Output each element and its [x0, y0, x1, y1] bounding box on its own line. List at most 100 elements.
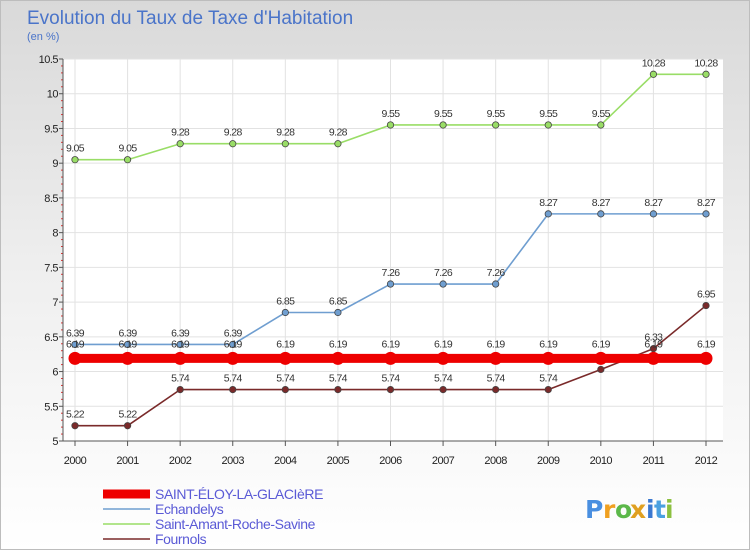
data-label: 6.33 — [644, 332, 663, 344]
logo-letter: t — [654, 495, 666, 524]
data-label: 9.55 — [381, 108, 400, 120]
data-point — [649, 345, 658, 353]
data-label: 7.26 — [434, 267, 453, 279]
data-label: 6.85 — [329, 296, 348, 308]
data-label: 6.19 — [66, 338, 85, 350]
data-point — [492, 386, 500, 394]
data-point — [176, 386, 184, 394]
data-point — [281, 386, 289, 394]
data-point — [123, 156, 132, 164]
data-point — [489, 351, 503, 365]
data-label: 6.19 — [276, 338, 295, 350]
data-label: 8.27 — [592, 197, 611, 209]
data-point — [702, 210, 710, 218]
x-tick-label: 2001 — [116, 455, 139, 467]
data-point — [702, 70, 710, 78]
y-tick-label: 5.5 — [44, 401, 58, 413]
logo-letter: i — [646, 495, 655, 524]
x-tick-label: 2002 — [169, 455, 192, 467]
data-point — [384, 351, 397, 365]
data-point — [121, 351, 135, 365]
data-label: 9.55 — [539, 108, 558, 120]
data-label: 7.26 — [381, 267, 400, 279]
plot-area: 5 5.5 6 6.5 7 7.5 8 8.5 9 9.5 10 10.5 2000 2001 2002 20… — [39, 54, 723, 467]
legend-label: Fournols — [155, 531, 207, 547]
data-label: 5.74 — [381, 373, 400, 385]
data-label: 6.19 — [329, 338, 348, 350]
y-tick-label: 10.5 — [39, 54, 59, 66]
data-point — [597, 121, 605, 129]
logo-letter: o — [615, 495, 632, 524]
data-point — [702, 301, 710, 310]
data-label: 5.74 — [276, 373, 295, 385]
series-2: 9.05 9.05 9.28 9.28 9.28 9.28 9.55 9.55 9.55 9.55… — [66, 57, 719, 164]
series-0: 6.19 6.19 6.19 6.19 6.19 6.19 6.19 6.19 6.19 6.19… — [66, 338, 716, 365]
data-label: 7.26 — [487, 267, 506, 279]
y-tick-label: 10 — [47, 89, 59, 101]
x-tick-label: 2003 — [222, 455, 245, 467]
y-tick-label: 9.5 — [44, 123, 58, 135]
logo-letter: P — [585, 495, 603, 524]
data-point — [544, 121, 552, 129]
legend-label: Saint-Amant-Roche-Savine — [155, 516, 316, 532]
y-tick-label: 7.5 — [44, 262, 58, 274]
y-tick-label: 8 — [52, 228, 58, 240]
y-tick-label: 7 — [52, 297, 58, 309]
data-label: 6.39 — [171, 327, 190, 339]
legend-label: Echandelys — [155, 501, 224, 517]
data-label: 9.28 — [276, 127, 295, 139]
data-point — [334, 308, 342, 317]
data-point — [492, 280, 500, 288]
series-3: 5.22 5.22 5.74 5.74 5.74 5.74 5.74 5.74 5.74 5.74… — [66, 289, 716, 430]
data-point — [386, 280, 395, 288]
data-point — [386, 386, 395, 394]
data-label: 5.22 — [119, 409, 138, 421]
data-point — [68, 351, 82, 365]
x-tick-label: 2004 — [274, 455, 297, 467]
data-label: 9.28 — [171, 127, 190, 139]
data-label: 10.28 — [694, 57, 718, 69]
data-label: 6.19 — [381, 338, 400, 350]
data-label: 6.19 — [119, 338, 138, 350]
data-label: 6.39 — [119, 327, 138, 339]
data-label: 5.22 — [66, 409, 85, 421]
logo-letter: r — [603, 495, 616, 524]
data-label: 5.74 — [224, 373, 243, 385]
data-point — [226, 351, 240, 365]
data-point — [436, 351, 450, 365]
x-tick-label: 2012 — [695, 455, 718, 467]
data-point — [492, 121, 500, 129]
data-label: 6.19 — [487, 338, 506, 350]
data-label: 5.74 — [539, 373, 558, 385]
logo-letter: x — [630, 495, 646, 524]
data-label: 6.39 — [224, 327, 243, 339]
legend-label: SAINT-ÉLOY-LA-GLACIèRE — [155, 486, 323, 502]
data-point — [594, 351, 608, 365]
data-point — [281, 308, 289, 317]
y-tick-label: 6 — [52, 367, 58, 379]
data-label: 6.85 — [276, 296, 295, 308]
data-point — [123, 340, 132, 349]
data-point — [649, 210, 658, 218]
data-point — [176, 340, 184, 349]
data-label: 6.19 — [697, 338, 716, 350]
x-tick-label: 2006 — [379, 455, 402, 467]
legend: SAINT-ÉLOY-LA-GLACIèREEchandelysSaint-Am… — [103, 486, 324, 547]
data-point — [229, 340, 237, 349]
x-tick-label: 2009 — [537, 455, 560, 467]
data-point — [439, 121, 447, 129]
series-1: 6.39 6.39 6.39 6.39 6.85 6.85 7.26 7.26 7.26 8.27… — [66, 197, 716, 349]
y-tick-label: 5 — [52, 436, 58, 448]
data-label: 5.74 — [171, 373, 190, 385]
data-label: 6.19 — [539, 338, 558, 350]
data-point — [229, 140, 237, 148]
data-point — [597, 365, 605, 374]
x-tick-label: 2011 — [643, 455, 665, 467]
y-tick-label: 6.5 — [44, 332, 58, 344]
data-point — [71, 340, 79, 349]
chart-title: Evolution du Taux de Taxe d'Habitation — [27, 8, 353, 29]
data-label: 6.19 — [171, 338, 190, 350]
data-label: 10.28 — [642, 57, 666, 69]
